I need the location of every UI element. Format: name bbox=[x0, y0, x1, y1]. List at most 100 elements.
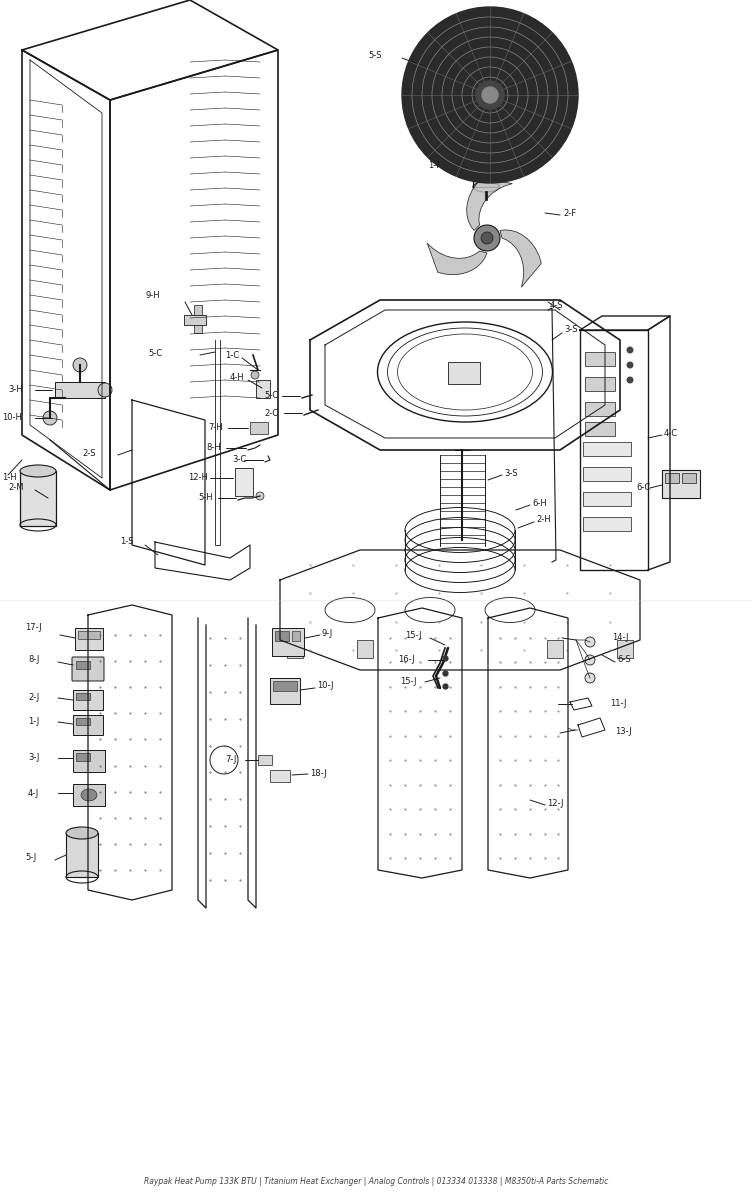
Text: 4-J: 4-J bbox=[28, 788, 39, 798]
Text: 2-C: 2-C bbox=[264, 408, 278, 418]
Text: 14-J: 14-J bbox=[612, 634, 629, 642]
Bar bbox=[250, 422, 268, 434]
Bar bbox=[55, 382, 105, 398]
Bar bbox=[73, 750, 105, 772]
Text: 4-S: 4-S bbox=[550, 300, 563, 310]
Text: 5-H: 5-H bbox=[198, 493, 213, 503]
Bar bbox=[73, 784, 105, 806]
Bar bbox=[287, 640, 303, 658]
Bar bbox=[275, 631, 289, 641]
Text: 9-J: 9-J bbox=[322, 629, 333, 637]
Text: Raypak Heat Pump 133K BTU | Titanium Heat Exchanger | Analog Controls | 013334 0: Raypak Heat Pump 133K BTU | Titanium Hea… bbox=[144, 1177, 608, 1187]
Circle shape bbox=[402, 7, 578, 182]
Bar bbox=[682, 473, 696, 482]
Text: 12-H: 12-H bbox=[188, 473, 208, 481]
Bar bbox=[583, 467, 631, 481]
Text: 4-H: 4-H bbox=[230, 372, 244, 382]
Text: 5-C: 5-C bbox=[264, 390, 278, 400]
Bar bbox=[76, 661, 90, 670]
Text: 6-S: 6-S bbox=[617, 655, 631, 665]
Text: 8-H: 8-H bbox=[206, 444, 221, 452]
Bar bbox=[78, 631, 100, 638]
Circle shape bbox=[98, 383, 112, 397]
Circle shape bbox=[626, 347, 633, 354]
Text: 4-C: 4-C bbox=[664, 428, 678, 438]
Text: 1-F: 1-F bbox=[428, 161, 441, 169]
Circle shape bbox=[626, 377, 633, 384]
Text: 15-J: 15-J bbox=[405, 630, 422, 640]
Text: 18-J: 18-J bbox=[310, 768, 326, 778]
Ellipse shape bbox=[20, 464, 56, 476]
Text: 7-H: 7-H bbox=[208, 424, 223, 432]
Bar bbox=[473, 149, 499, 187]
Text: 5-C: 5-C bbox=[148, 348, 162, 358]
Text: 6-C: 6-C bbox=[636, 482, 650, 492]
Polygon shape bbox=[467, 179, 512, 230]
Text: 1-J: 1-J bbox=[28, 718, 39, 726]
Text: 3-C: 3-C bbox=[232, 456, 246, 464]
FancyBboxPatch shape bbox=[72, 658, 104, 680]
Bar bbox=[585, 402, 615, 416]
Text: 1-S: 1-S bbox=[120, 538, 134, 546]
Circle shape bbox=[585, 673, 595, 683]
Bar bbox=[448, 362, 480, 384]
Bar bbox=[66, 833, 98, 877]
Bar bbox=[184, 314, 206, 325]
Text: 3-J: 3-J bbox=[28, 754, 39, 762]
Circle shape bbox=[476, 80, 504, 109]
Text: 10-J: 10-J bbox=[317, 682, 333, 690]
Bar bbox=[617, 640, 633, 658]
Polygon shape bbox=[500, 230, 541, 287]
Text: 2-J: 2-J bbox=[28, 692, 39, 702]
Circle shape bbox=[43, 410, 57, 425]
Bar bbox=[20, 470, 56, 526]
Bar bbox=[547, 640, 563, 658]
Bar bbox=[292, 631, 300, 641]
Text: 2-F: 2-F bbox=[563, 209, 576, 217]
Text: 13-J: 13-J bbox=[615, 726, 632, 736]
Bar bbox=[270, 678, 300, 704]
Bar bbox=[585, 377, 615, 391]
Text: 10-H: 10-H bbox=[2, 414, 22, 422]
Circle shape bbox=[626, 361, 633, 368]
Bar bbox=[583, 492, 631, 506]
Text: 1-C: 1-C bbox=[225, 352, 239, 360]
Text: 15-J: 15-J bbox=[400, 678, 417, 686]
Bar bbox=[73, 690, 103, 710]
Bar bbox=[256, 380, 270, 398]
Circle shape bbox=[481, 232, 493, 244]
Text: 5-S: 5-S bbox=[368, 50, 381, 60]
Bar bbox=[585, 422, 615, 436]
Circle shape bbox=[73, 358, 87, 372]
Bar bbox=[76, 754, 90, 761]
Text: 9-H: 9-H bbox=[145, 292, 159, 300]
Ellipse shape bbox=[473, 144, 499, 154]
Text: 1-H: 1-H bbox=[2, 474, 17, 482]
Bar bbox=[235, 468, 253, 496]
Bar bbox=[583, 517, 631, 530]
Bar bbox=[258, 755, 272, 766]
Bar bbox=[583, 442, 631, 456]
Bar bbox=[194, 305, 202, 314]
Text: 5-J: 5-J bbox=[25, 853, 36, 863]
Text: 12-J: 12-J bbox=[547, 798, 563, 808]
Bar bbox=[76, 692, 90, 700]
Circle shape bbox=[585, 637, 595, 647]
Circle shape bbox=[251, 371, 259, 379]
Bar bbox=[662, 470, 700, 498]
Text: 8-J: 8-J bbox=[28, 655, 39, 665]
Text: 3-S: 3-S bbox=[564, 325, 578, 335]
Text: 16-J: 16-J bbox=[398, 655, 414, 665]
Text: 2-M: 2-M bbox=[8, 484, 23, 492]
Text: 2-H: 2-H bbox=[536, 516, 550, 524]
Ellipse shape bbox=[66, 827, 98, 839]
Bar bbox=[665, 473, 679, 482]
Polygon shape bbox=[427, 244, 487, 275]
Text: 2-S: 2-S bbox=[82, 449, 96, 457]
Bar bbox=[357, 640, 373, 658]
Bar bbox=[270, 770, 290, 782]
Text: 3-S: 3-S bbox=[504, 468, 517, 478]
Bar bbox=[194, 325, 202, 332]
Bar bbox=[76, 718, 90, 725]
Bar bbox=[73, 715, 103, 734]
